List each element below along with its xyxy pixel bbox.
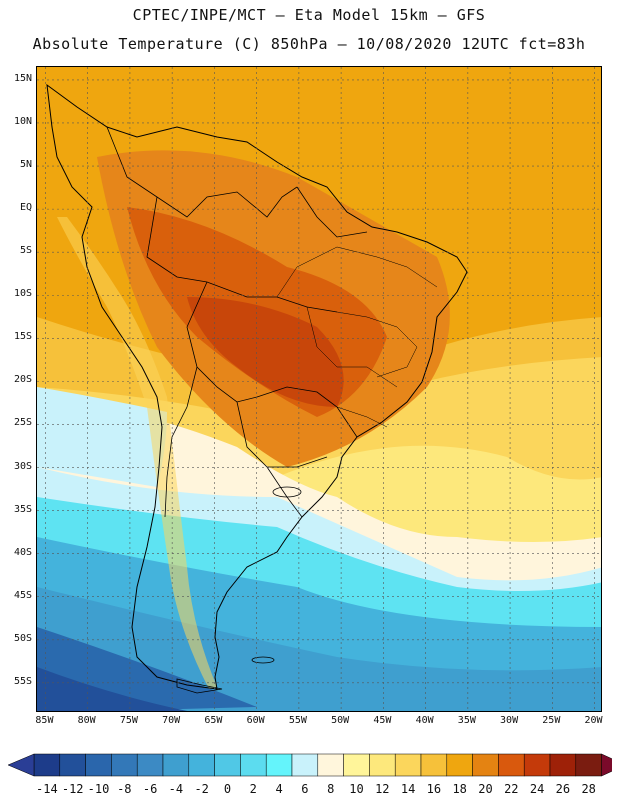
colorbar-tick-label: 12 (375, 782, 390, 796)
colorbar-tick-label: 0 (223, 782, 232, 796)
colorbar-high-arrow (601, 753, 612, 777)
tierra-del-fuego (176, 678, 223, 694)
colorbar-tick-label: 4 (275, 782, 283, 796)
latitude-tick-label: 20S (13, 374, 32, 386)
longitude-tick-label: 20W (584, 715, 603, 726)
longitude-tick-label: 85W (35, 715, 54, 726)
colorbar-tick-label: 18 (452, 782, 467, 796)
colorbar-tick-label: -12 (61, 782, 84, 796)
colorbar-swatch (188, 753, 215, 777)
latitude-tick-label: 30S (13, 460, 32, 472)
longitude-tick-label: 45W (373, 715, 392, 726)
continent-outline (46, 83, 468, 690)
longitude-tick-label: 40W (415, 715, 434, 726)
field-andes-cool (57, 217, 217, 689)
latitude-tick-label: 15S (13, 331, 32, 343)
colorbar-swatch (446, 753, 473, 777)
latitude-tick-label: 55S (13, 675, 32, 687)
colorbar-swatch (369, 753, 396, 777)
longitude-tick-label: 60W (246, 715, 265, 726)
graticule (37, 67, 601, 711)
colorbar-tick-label: 24 (529, 782, 545, 796)
longitude-tick-label: 55W (288, 715, 307, 726)
colorbar-swatch (498, 753, 525, 777)
latitude-tick-label: 50S (13, 632, 32, 644)
colorbar-swatch (240, 753, 267, 777)
longitude-tick-label: 75W (119, 715, 138, 726)
latitude-tick-label: 15N (13, 72, 32, 84)
colorbar-swatch (162, 753, 190, 777)
field-cool-west-coast (37, 387, 167, 487)
colorbar (7, 753, 612, 777)
colorbar-swatch (394, 753, 422, 777)
colorbar-swatch (291, 753, 319, 777)
lagoa-dos-patos (272, 486, 302, 498)
colorbar-tick-label: -4 (168, 782, 184, 796)
colorbar-swatch (343, 753, 370, 777)
colorbar-swatch (111, 753, 138, 777)
field-band-blue-southwest (37, 667, 188, 711)
colorbar-swatch (549, 753, 577, 777)
map-frame (36, 66, 602, 712)
colorbar-tick-label: 26 (555, 782, 571, 796)
colorbar-tick-label: 20 (478, 782, 493, 796)
colorbar-tick-label: 22 (504, 782, 519, 796)
longitude-tick-label: 35W (457, 715, 476, 726)
colorbar-swatch (59, 753, 86, 777)
temperature-map (37, 67, 601, 711)
latitude-tick-label: 10N (13, 115, 32, 127)
longitude-tick-label: 80W (77, 715, 96, 726)
colorbar-swatch (420, 753, 448, 777)
chart-title-line1: CPTEC/INPE/MCT – Eta Model 15km – GFS (132, 6, 486, 24)
colorbar-tick-label: 28 (581, 782, 596, 796)
colorbar-swatch (575, 753, 602, 777)
colorbar-tick-label: 6 (301, 782, 309, 796)
colorbar-swatch (85, 753, 112, 777)
colorbar-swatch (317, 753, 344, 777)
colorbar-swatch (214, 753, 241, 777)
colorbar-tick-label: -6 (142, 782, 158, 796)
latitude-tick-label: 5S (19, 245, 32, 257)
latitude-tick-label: 40S (13, 546, 32, 558)
falklands (251, 656, 275, 664)
longitude-tick-label: 70W (162, 715, 181, 726)
colorbar-tick-label: 14 (400, 782, 416, 796)
colorbar-tick-label: 16 (426, 782, 442, 796)
latitude-tick-label: 5N (19, 159, 32, 171)
colorbar-swatch (136, 753, 164, 777)
longitude-tick-label: 25W (542, 715, 561, 726)
colorbar-swatch (265, 753, 293, 777)
colorbar-tick-label: -2 (194, 782, 209, 796)
colorbar-tick-label: -14 (36, 782, 58, 796)
colorbar-tick-label: 10 (349, 782, 364, 796)
colorbar-tick-label: -10 (87, 782, 110, 796)
colorbar-tick-label: 8 (327, 782, 335, 796)
colorbar-tick-label: -8 (117, 782, 132, 796)
chart-title-line2: Absolute Temperature (C) 850hPa – 10/08/… (32, 35, 586, 53)
longitude-tick-label: 50W (331, 715, 350, 726)
latitude-tick-label: EQ (19, 202, 32, 214)
latitude-tick-label: 35S (13, 503, 32, 515)
latitude-tick-label: 10S (13, 288, 32, 300)
colorbar-swatch (472, 753, 499, 777)
latitude-tick-label: 45S (13, 589, 32, 601)
longitude-tick-label: 65W (204, 715, 223, 726)
colorbar-tick-label: 2 (249, 782, 257, 796)
colorbar-swatch (523, 753, 551, 777)
longitude-tick-label: 30W (500, 715, 519, 726)
colorbar-swatch (33, 753, 61, 777)
field-land-hotter (187, 297, 344, 407)
latitude-tick-label: 25S (13, 417, 32, 429)
colorbar-low-arrow (7, 753, 35, 777)
